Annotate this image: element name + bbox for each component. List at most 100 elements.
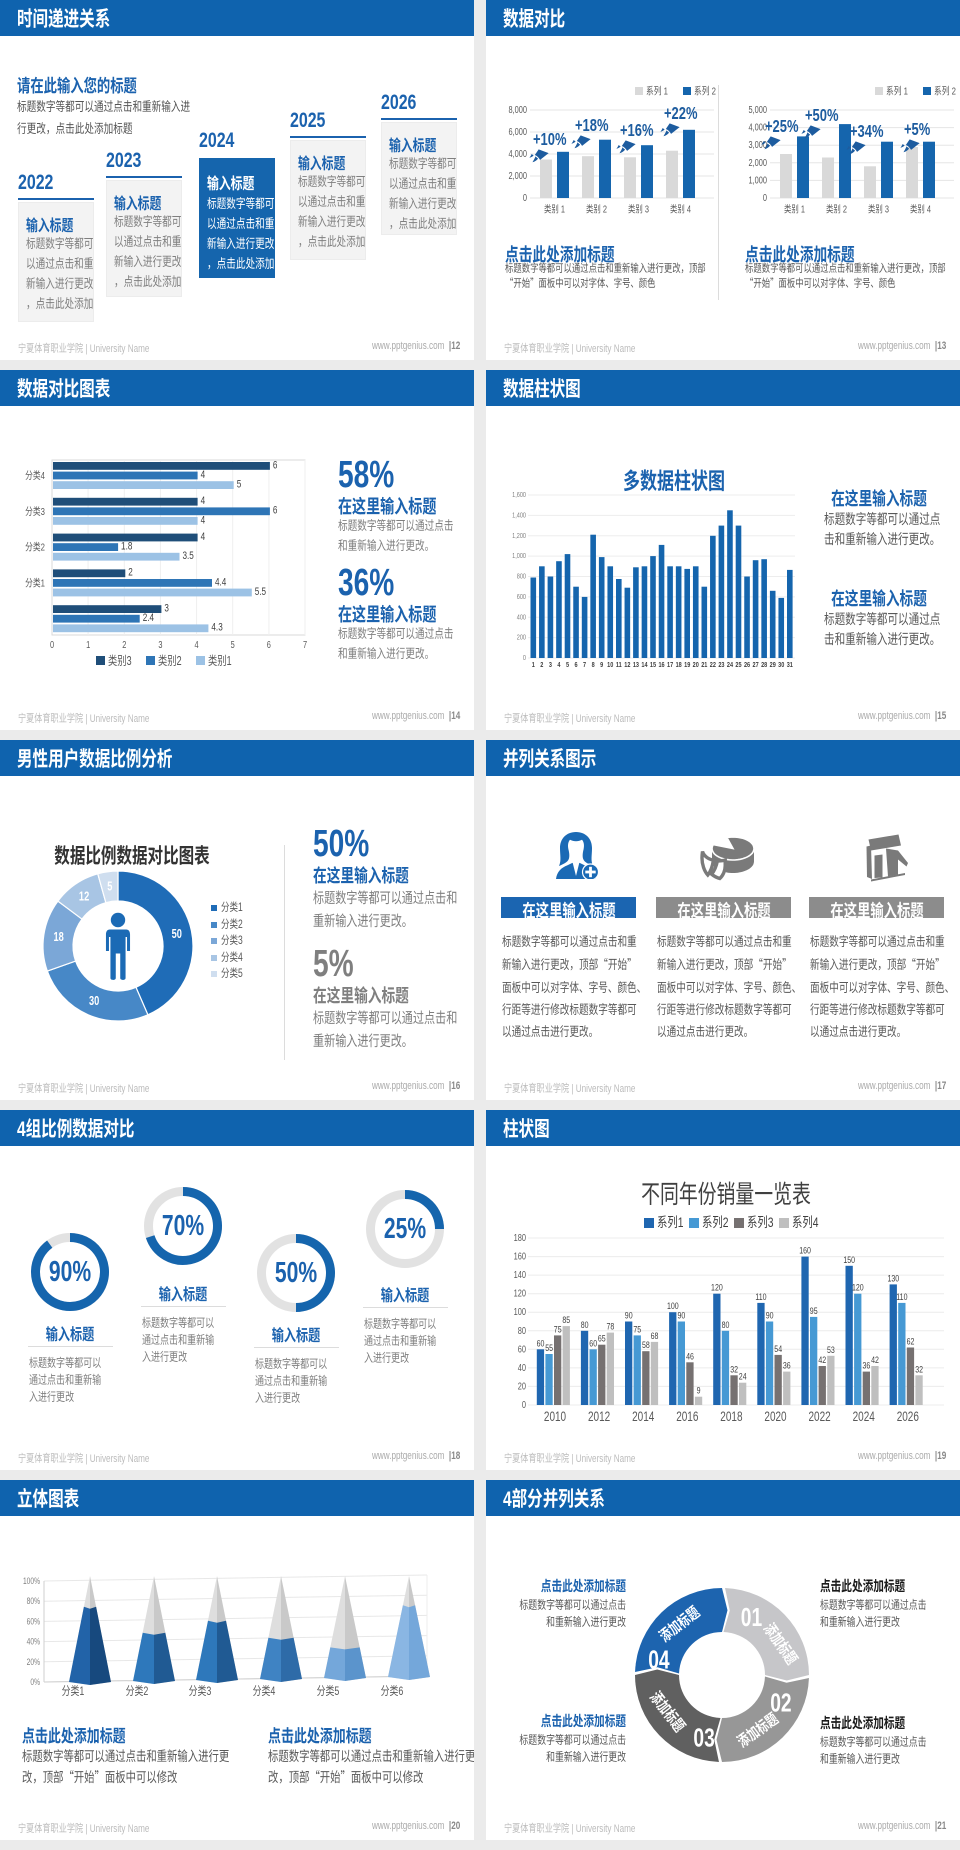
svg-text:02: 02	[770, 1688, 791, 1718]
svg-text:+25%: +25%	[765, 117, 799, 136]
svg-text:46: 46	[686, 1350, 694, 1361]
svg-text:68: 68	[651, 1330, 659, 1341]
svg-text:分类1: 分类1	[62, 1685, 85, 1699]
svg-text:04: 04	[648, 1644, 670, 1674]
svg-text:100%: 100%	[23, 1576, 40, 1586]
svg-text:2020: 2020	[764, 1408, 787, 1424]
svg-text:+50%: +50%	[805, 106, 839, 125]
svg-text:+22%: +22%	[664, 104, 698, 123]
svg-text:120: 120	[852, 1282, 864, 1293]
svg-text:2022: 2022	[808, 1408, 830, 1424]
svg-text:32: 32	[730, 1363, 738, 1374]
svg-text:28: 28	[761, 661, 767, 669]
svg-text:0: 0	[763, 192, 767, 203]
svg-text:400: 400	[517, 614, 527, 622]
svg-text:类别 1: 类别 1	[544, 203, 565, 214]
svg-text:180: 180	[514, 1232, 526, 1243]
svg-text:系列3: 系列3	[747, 1214, 774, 1230]
svg-text:11: 11	[616, 661, 622, 669]
svg-text:分类2: 分类2	[126, 1685, 149, 1699]
svg-text:100: 100	[514, 1306, 526, 1317]
svg-text:0: 0	[50, 639, 54, 650]
svg-text:15: 15	[650, 661, 656, 669]
svg-text:4,000: 4,000	[749, 122, 768, 133]
svg-text:32: 32	[915, 1363, 923, 1374]
svg-text:600: 600	[517, 593, 527, 601]
svg-text:14: 14	[641, 661, 647, 669]
svg-text:140: 140	[514, 1269, 526, 1280]
svg-text:26: 26	[744, 661, 750, 669]
svg-text:1,400: 1,400	[512, 512, 526, 520]
svg-text:23: 23	[718, 661, 724, 669]
svg-text:+16%: +16%	[620, 121, 654, 140]
svg-text:类别 2: 类别 2	[586, 203, 607, 214]
svg-text:类别 3: 类别 3	[868, 203, 889, 214]
svg-text:120: 120	[514, 1288, 526, 1299]
svg-text:5: 5	[107, 880, 112, 894]
svg-text:6: 6	[575, 661, 578, 669]
svg-text:2024: 2024	[853, 1408, 876, 1424]
svg-text:分类3: 分类3	[189, 1685, 212, 1699]
svg-text:3: 3	[158, 639, 162, 650]
svg-text:50: 50	[172, 928, 182, 942]
svg-text:2014: 2014	[632, 1408, 655, 1424]
svg-text:90: 90	[766, 1309, 774, 1320]
svg-text:4: 4	[557, 661, 560, 669]
svg-text:65: 65	[598, 1333, 606, 1344]
svg-text:54: 54	[774, 1343, 782, 1354]
svg-text:03: 03	[693, 1723, 714, 1753]
svg-text:+18%: +18%	[575, 116, 609, 135]
svg-text:30: 30	[89, 995, 99, 1009]
svg-text:1.8: 1.8	[121, 540, 132, 553]
svg-text:36: 36	[862, 1360, 870, 1371]
svg-text:1: 1	[532, 661, 535, 669]
svg-text:27: 27	[753, 661, 759, 669]
svg-text:85: 85	[562, 1314, 570, 1325]
svg-text:6: 6	[267, 639, 271, 650]
svg-text:16: 16	[658, 661, 664, 669]
svg-text:18: 18	[54, 931, 64, 945]
svg-text:系列 1: 系列 1	[646, 85, 668, 96]
svg-text:160: 160	[799, 1244, 811, 1255]
svg-text:类别 4: 类别 4	[670, 203, 691, 214]
svg-text:1,000: 1,000	[512, 552, 526, 560]
svg-text:系列 1: 系列 1	[886, 85, 908, 96]
svg-text:55: 55	[545, 1342, 553, 1353]
svg-text:5,000: 5,000	[749, 104, 768, 115]
svg-text:3.5: 3.5	[183, 550, 194, 563]
svg-text:类别2: 类别2	[158, 654, 182, 669]
svg-text:2.4: 2.4	[143, 612, 155, 625]
svg-text:2,000: 2,000	[749, 157, 768, 168]
svg-text:2: 2	[540, 661, 543, 669]
svg-text:40%: 40%	[27, 1637, 40, 1647]
svg-text:20: 20	[518, 1380, 526, 1391]
svg-text:110: 110	[896, 1291, 907, 1302]
svg-text:20%: 20%	[27, 1657, 40, 1667]
svg-text:2: 2	[122, 639, 126, 650]
svg-text:62: 62	[907, 1335, 915, 1346]
svg-text:31: 31	[787, 661, 793, 669]
svg-text:17: 17	[667, 661, 673, 669]
svg-text:60: 60	[537, 1337, 545, 1348]
svg-text:+10%: +10%	[533, 130, 567, 149]
svg-text:20: 20	[693, 661, 699, 669]
svg-text:7: 7	[303, 639, 307, 650]
svg-text:36: 36	[783, 1360, 791, 1371]
svg-text:系列 2: 系列 2	[934, 85, 956, 96]
svg-text:90: 90	[625, 1309, 633, 1320]
svg-text:类别 4: 类别 4	[910, 203, 931, 214]
svg-text:58: 58	[642, 1339, 650, 1350]
svg-text:60%: 60%	[27, 1616, 40, 1626]
svg-text:12: 12	[624, 661, 630, 669]
svg-text:类别 3: 类别 3	[628, 203, 649, 214]
svg-text:4: 4	[201, 531, 206, 544]
svg-text:75: 75	[633, 1323, 641, 1334]
svg-text:2018: 2018	[720, 1408, 743, 1424]
svg-text:25: 25	[735, 661, 741, 669]
svg-text:分类1: 分类1	[25, 577, 45, 588]
svg-text:8,000: 8,000	[509, 104, 528, 115]
svg-text:1: 1	[86, 639, 90, 650]
svg-text:系列4: 系列4	[792, 1214, 819, 1230]
svg-text:110: 110	[755, 1291, 766, 1302]
svg-text:22: 22	[710, 661, 716, 669]
